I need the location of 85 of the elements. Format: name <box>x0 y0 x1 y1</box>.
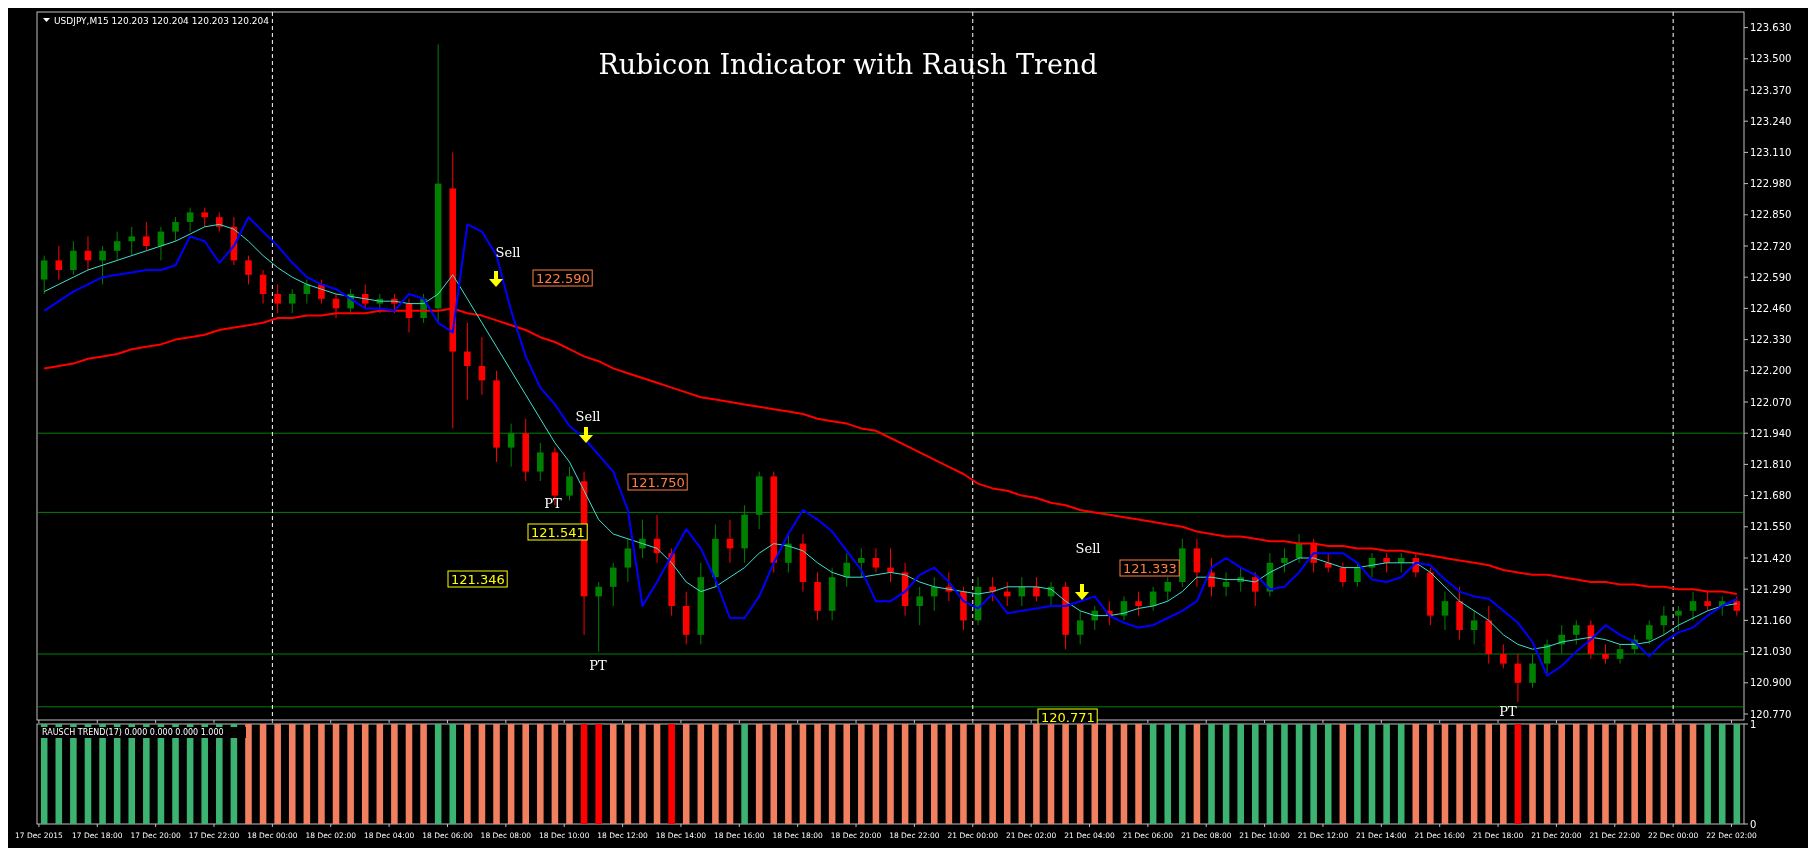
candlestick <box>288 288 296 314</box>
candlestick <box>1354 562 1361 588</box>
candlestick <box>1675 605 1682 631</box>
text: RAUSCH TREND(17) 0.000 0.000 0.000 1.000 <box>42 728 224 737</box>
candlestick <box>624 538 632 583</box>
y-tick-label: 120.770 <box>1750 708 1792 720</box>
y-tick-label: 1 <box>1750 718 1757 730</box>
y-tick-label: 122.200 <box>1750 365 1792 377</box>
candlestick <box>609 562 617 607</box>
candlestick <box>259 269 267 305</box>
y-tick-label: 123.110 <box>1750 146 1792 158</box>
y-tick-label: 121.680 <box>1750 490 1792 502</box>
candlestick <box>1193 538 1201 588</box>
candlestick <box>99 245 106 285</box>
candlestick <box>1076 610 1084 645</box>
annotation: 121.333 <box>1123 560 1177 576</box>
candlestick <box>916 586 923 626</box>
candlestick <box>1689 591 1697 621</box>
candlestick <box>1252 571 1259 607</box>
candlestick <box>1164 576 1172 602</box>
y-tick-label: 121.420 <box>1750 552 1792 564</box>
annotation: PT <box>589 657 608 673</box>
candlestick <box>464 322 471 401</box>
candlestick <box>1281 547 1288 573</box>
candlestick <box>1602 643 1609 665</box>
candlestick <box>201 207 208 228</box>
candlestick <box>1573 619 1580 645</box>
candlestick <box>537 442 544 482</box>
y-tick-label: 121.810 <box>1750 458 1792 470</box>
candlestick <box>1135 591 1142 617</box>
candlestick <box>1645 619 1653 645</box>
candlestick <box>70 240 77 276</box>
y-tick-label: 0 <box>1750 818 1757 830</box>
y-tick-label: 121.030 <box>1750 646 1792 658</box>
candlestick <box>785 533 792 573</box>
candlestick <box>245 255 252 285</box>
candlestick <box>128 226 136 257</box>
y-tick-label: 123.370 <box>1750 84 1792 96</box>
y-tick-label: 122.720 <box>1750 240 1792 252</box>
candlestick <box>872 547 880 573</box>
y-tick-label: 121.290 <box>1750 583 1792 595</box>
annotation: 121.346 <box>451 571 505 587</box>
candlestick <box>1033 576 1040 602</box>
y-tick-label: 122.590 <box>1750 271 1792 283</box>
y-tick-label: 123.240 <box>1750 115 1792 127</box>
y-tick-label: 122.980 <box>1750 178 1792 190</box>
annotation: 121.750 <box>631 474 685 490</box>
candlestick <box>55 245 63 281</box>
y-tick-label: 122.330 <box>1750 334 1792 346</box>
candlestick <box>1500 643 1507 669</box>
candlestick <box>930 576 938 612</box>
annotation: 122.590 <box>536 270 590 286</box>
candlestick <box>172 216 179 242</box>
y-tick-label: 121.160 <box>1750 614 1792 626</box>
candlestick <box>843 552 851 588</box>
candlestick <box>858 547 865 578</box>
text: Rubicon Indicator with Raush Trend <box>598 49 1098 80</box>
candlestick <box>143 221 150 252</box>
annotation: PT <box>1499 703 1518 719</box>
annotation: 121.541 <box>531 524 585 540</box>
candlestick <box>1324 552 1332 573</box>
annotation: PT <box>544 495 563 511</box>
candlestick <box>274 283 281 314</box>
candlestick <box>113 231 121 261</box>
candlestick <box>186 207 194 233</box>
annotation: Sell <box>1075 540 1101 556</box>
candlestick <box>566 466 573 501</box>
y-tick-label: 121.550 <box>1750 521 1792 533</box>
annotation: Sell <box>495 244 521 260</box>
y-tick-label: 120.900 <box>1750 677 1792 689</box>
y-tick-label: 123.500 <box>1750 53 1792 65</box>
annotation: 120.771 <box>1041 709 1095 725</box>
y-tick-label: 122.460 <box>1750 302 1792 314</box>
candlestick <box>40 255 48 295</box>
chart-subtitle: USDJPY,M15 120.203 120.204 120.203 120.204 <box>54 16 270 26</box>
candlestick <box>1514 653 1522 703</box>
y-tick-label: 122.850 <box>1750 209 1792 221</box>
y-tick-label: 122.070 <box>1750 396 1792 408</box>
candlestick <box>1441 591 1449 631</box>
annotation: Sell <box>575 408 601 424</box>
candlestick <box>1470 610 1478 645</box>
y-tick-label: 123.630 <box>1750 22 1792 34</box>
y-tick-label: 121.940 <box>1750 427 1792 439</box>
candlestick <box>216 211 223 233</box>
candlestick <box>1222 571 1230 597</box>
